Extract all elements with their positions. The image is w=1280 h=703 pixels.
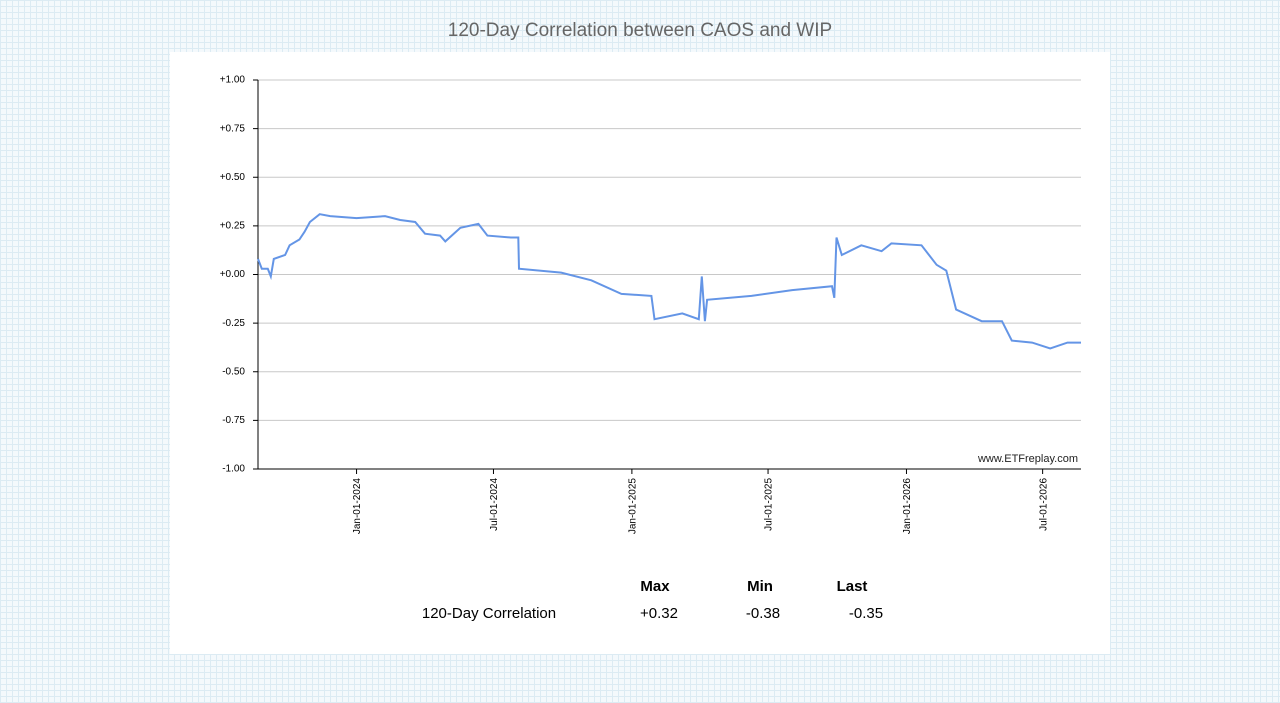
stats-cell: +0.32 <box>640 605 678 622</box>
line <box>257 213 1081 350</box>
x-tick-label: Jan-01-2025 <box>628 478 639 535</box>
panel <box>170 52 1110 654</box>
y-tick-label: +0.00 <box>220 269 246 280</box>
x-tick-label: Jan-01-2024 <box>352 478 363 535</box>
y-tick-label: +0.75 <box>220 123 246 134</box>
x-tick-label: Jan-01-2026 <box>902 478 913 535</box>
stats-header: Max <box>640 578 670 595</box>
x-tick-label: Jul-01-2024 <box>489 478 500 531</box>
stats-row-label: 120-Day Correlation <box>422 605 556 622</box>
chart-title: 120-Day Correlation between CAOS and WIP <box>448 20 832 41</box>
y-tick-label: +0.25 <box>220 221 246 232</box>
y-tick-label: +1.00 <box>220 75 246 86</box>
y-tick-label: -1.00 <box>222 464 245 475</box>
x-tick-label: Jul-01-2026 <box>1038 478 1049 531</box>
stats-header: Last <box>837 578 868 595</box>
y-tick-label: -0.75 <box>222 415 245 426</box>
stats-cell: -0.35 <box>849 605 883 622</box>
x-tick-label: Jul-01-2025 <box>764 478 775 531</box>
y-tick-label: -0.50 <box>222 366 245 377</box>
y-tick-label: -0.25 <box>222 318 245 329</box>
watermark: www.ETFreplay.com <box>977 453 1078 465</box>
stats-cell: -0.38 <box>746 605 780 622</box>
y-tick-label: +0.50 <box>220 172 246 183</box>
stats-header: Min <box>747 578 773 595</box>
